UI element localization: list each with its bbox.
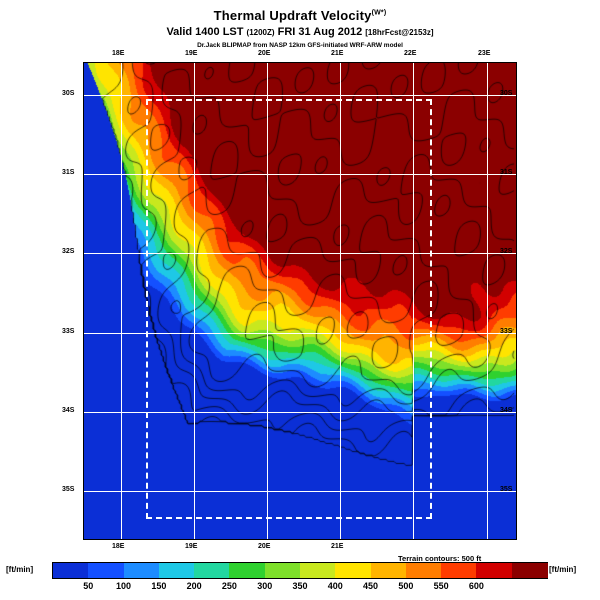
lon-label-bottom-20E: 20E <box>258 543 271 550</box>
colorbar-segment-650 <box>511 563 548 578</box>
chart-title-superscript: (W*) <box>371 9 387 17</box>
gridline-lat-34S <box>84 412 516 413</box>
forecast-stamp: [18hrFcst@2153z] <box>365 28 434 37</box>
lat-label-left-33S: 33S <box>62 328 75 335</box>
colorbar-unit-right: [ft/min] <box>549 565 577 574</box>
forecast-domain-box <box>146 99 432 519</box>
lat-label-right-30S: 30S <box>500 90 513 97</box>
colorbar-segment-300 <box>264 563 301 578</box>
lat-label-left-30S: 30S <box>62 90 75 97</box>
colorbar[interactable] <box>52 562 548 579</box>
gridline-lat-30S <box>84 95 516 96</box>
colorbar-tick-450: 450 <box>363 581 379 591</box>
lon-label-bottom-21E: 21E <box>331 543 344 550</box>
gridline-lon-23E <box>487 63 488 539</box>
lon-label-bottom-18E: 18E <box>112 543 125 550</box>
colorbar-segment-450 <box>370 563 407 578</box>
lon-label-top-23E: 23E <box>478 50 491 57</box>
chart-title: Thermal Updraft Velocity(W*) <box>0 8 600 23</box>
colorbar-unit-left: [ft/min] <box>6 565 34 574</box>
lon-label-bottom-19E: 19E <box>185 543 198 550</box>
lat-label-right-33S: 33S <box>500 328 513 335</box>
colorbar-segment-250 <box>229 563 266 578</box>
lat-label-left-35S: 35S <box>62 486 75 493</box>
colorbar-tick-300: 300 <box>257 581 273 591</box>
chart-subtitle: Valid 1400 LST (1200Z) FRI 31 Aug 2012 [… <box>0 26 600 38</box>
gridline-lat-35S <box>84 491 516 492</box>
gridline-lat-32S <box>84 253 516 254</box>
lon-label-top-22E: 22E <box>404 50 417 57</box>
colorbar-segment-550 <box>441 563 478 578</box>
gridline-lon-22E <box>413 63 414 539</box>
map-panel[interactable] <box>83 62 517 540</box>
lat-label-right-35S: 35S <box>500 486 513 493</box>
colorbar-tick-600: 600 <box>468 581 484 591</box>
colorbar-tick-250: 250 <box>221 581 237 591</box>
lat-label-left-34S: 34S <box>62 407 75 414</box>
lat-label-left-31S: 31S <box>62 169 75 176</box>
colorbar-segment-600 <box>476 563 513 578</box>
colorbar-segment-150 <box>158 563 195 578</box>
colorbar-segment-500 <box>405 563 442 578</box>
gridline-lat-31S <box>84 174 516 175</box>
colorbar-segment-200 <box>194 563 231 578</box>
chart-source-note: Dr.Jack BLIPMAP from NASP 12km GFS-initi… <box>197 42 403 49</box>
thermal-updraft-field <box>84 63 516 539</box>
gridline-lon-20E <box>267 63 268 539</box>
lon-label-top-21E: 21E <box>331 50 344 57</box>
lon-label-top-20E: 20E <box>258 50 271 57</box>
colorbar-segment-350 <box>300 563 336 578</box>
valid-time-utc: (1200Z) <box>246 28 275 37</box>
gridline-lon-18E <box>121 63 122 539</box>
lat-label-left-32S: 32S <box>62 248 75 255</box>
colorbar-tick-550: 550 <box>433 581 449 591</box>
colorbar-tick-500: 500 <box>398 581 414 591</box>
lat-label-right-31S: 31S <box>500 169 513 176</box>
colorbar-segment-0 <box>53 563 89 578</box>
colorbar-tick-150: 150 <box>151 581 167 591</box>
chart-title-text: Thermal Updraft Velocity <box>213 8 372 23</box>
colorbar-tick-50: 50 <box>83 581 94 591</box>
gridline-lat-33S <box>84 333 516 334</box>
valid-date: FRI 31 Aug 2012 <box>277 26 363 38</box>
gridline-lon-21E <box>340 63 341 539</box>
gridline-lon-19E <box>194 63 195 539</box>
colorbar-tick-400: 400 <box>327 581 343 591</box>
colorbar-tick-100: 100 <box>116 581 132 591</box>
colorbar-segment-100 <box>123 563 160 578</box>
colorbar-segment-400 <box>335 563 372 578</box>
lat-label-right-32S: 32S <box>500 248 513 255</box>
lat-label-right-34S: 34S <box>500 407 513 414</box>
valid-time-label: Valid 1400 LST <box>166 26 244 38</box>
lon-label-top-19E: 19E <box>185 50 198 57</box>
colorbar-segment-50 <box>88 563 125 578</box>
terrain-contour-note: Terrain contours: 500 ft <box>398 554 482 563</box>
lon-label-top-18E: 18E <box>112 50 125 57</box>
colorbar-tick-200: 200 <box>186 581 202 591</box>
colorbar-tick-350: 350 <box>292 581 308 591</box>
